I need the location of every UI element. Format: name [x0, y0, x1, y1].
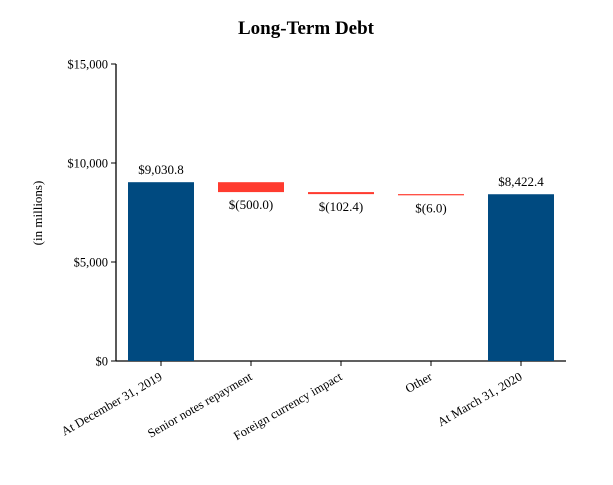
data-label: $9,030.8 — [138, 162, 184, 177]
x-tick-label: At March 31, 2020 — [435, 369, 524, 429]
y-tick-label: $15,000 — [67, 58, 108, 72]
chart-title: Long-Term Debt — [238, 18, 375, 39]
data-label: $8,422.4 — [498, 174, 544, 189]
total-bar — [488, 194, 554, 361]
change-bar — [308, 192, 374, 195]
change-bar — [218, 182, 284, 193]
x-tick-label: Other — [403, 369, 435, 396]
y-tick-label: $5,000 — [74, 256, 108, 270]
data-label: $(500.0) — [229, 197, 273, 212]
data-labels: $9,030.8 $(500.0) $(102.4) $(6.0) $8,422.4 — [138, 162, 544, 215]
y-tick-label: $0 — [96, 355, 109, 369]
data-label: $(6.0) — [415, 200, 446, 215]
y-tick-label: $10,000 — [67, 157, 108, 171]
total-bar — [128, 182, 194, 361]
bars — [128, 182, 554, 361]
change-bar — [398, 194, 464, 196]
data-label: $(102.4) — [319, 199, 363, 214]
y-axis-label: (in millions) — [30, 181, 45, 246]
